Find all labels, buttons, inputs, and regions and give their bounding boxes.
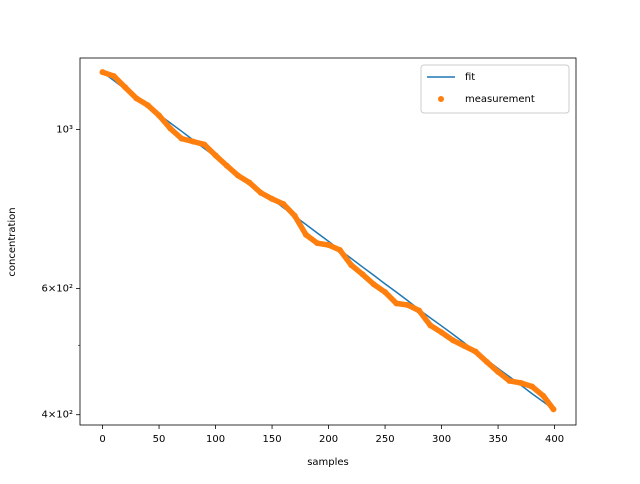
marker (382, 289, 389, 296)
marker (110, 73, 117, 80)
marker (167, 125, 174, 132)
marker (314, 240, 321, 247)
marker (427, 322, 434, 329)
marker (257, 189, 264, 196)
y-tick-label: 4×10² (42, 410, 73, 421)
marker (415, 307, 422, 314)
marker (336, 246, 343, 253)
x-tick-label: 50 (153, 434, 166, 445)
marker (201, 141, 208, 148)
marker (348, 262, 355, 269)
marker (438, 329, 445, 336)
marker (189, 138, 196, 145)
marker (269, 195, 276, 202)
marker (359, 271, 366, 278)
marker (404, 302, 411, 309)
marker (370, 281, 377, 288)
marker (506, 377, 513, 384)
x-tick-label: 250 (376, 434, 395, 445)
marker (325, 241, 332, 248)
marker (223, 162, 230, 169)
marker (235, 172, 242, 179)
marker (472, 348, 479, 355)
marker (528, 383, 535, 390)
marker (495, 368, 502, 375)
marker (246, 179, 253, 186)
marker (550, 406, 557, 413)
marker (178, 135, 185, 142)
legend-marker (438, 96, 444, 102)
x-tick-label: 100 (206, 434, 225, 445)
x-axis-label: samples (307, 457, 349, 468)
marker (291, 212, 298, 219)
y-axis-label: concentration (7, 207, 18, 276)
x-tick-label: 0 (99, 434, 105, 445)
legend-label: fit (465, 72, 475, 83)
marker (483, 358, 490, 365)
x-tick-label: 200 (319, 434, 338, 445)
marker (144, 102, 151, 109)
marker (122, 84, 129, 91)
x-tick-label: 150 (263, 434, 282, 445)
marker (99, 69, 106, 76)
marker (302, 231, 309, 238)
marker (133, 95, 140, 102)
plot-area (99, 69, 557, 413)
marker (212, 152, 219, 159)
x-tick-label: 300 (432, 434, 451, 445)
marker (517, 379, 524, 386)
marker (393, 300, 400, 307)
marker (280, 201, 287, 208)
marker (449, 337, 456, 344)
y-tick-label: 6×10² (42, 283, 73, 294)
y-tick-label: 10³ (56, 124, 73, 135)
marker (156, 112, 163, 119)
marker (461, 342, 468, 349)
marker (540, 392, 547, 399)
axes-frame (79, 57, 577, 426)
x-tick-label: 350 (489, 434, 508, 445)
x-tick-label: 400 (545, 434, 564, 445)
legend-label: measurement (465, 94, 535, 105)
legend-box (420, 64, 570, 114)
